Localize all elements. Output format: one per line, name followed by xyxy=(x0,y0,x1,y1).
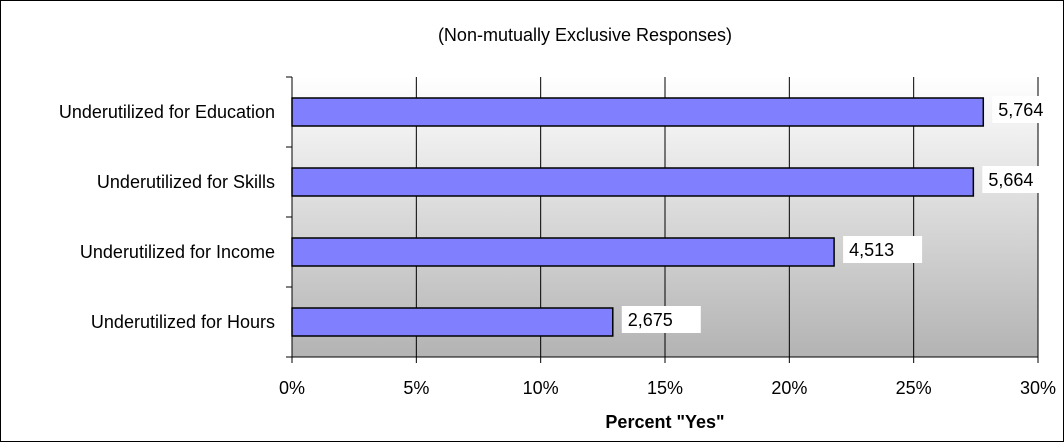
x-tick-label: 25% xyxy=(896,378,932,398)
axes xyxy=(286,76,1039,363)
data-label: 5,664 xyxy=(988,170,1033,190)
bars xyxy=(291,97,985,337)
bar xyxy=(291,167,975,197)
x-tick-label: 10% xyxy=(523,378,559,398)
chart-title: (Non-mutually Exclusive Responses) xyxy=(438,25,732,45)
bar xyxy=(291,237,835,267)
labels: 0% 5% 10% 15% 20% 25% 30% Underutilized for Edu… xyxy=(59,96,1064,398)
x-tick-label: 20% xyxy=(771,378,807,398)
data-label: 4,513 xyxy=(849,240,894,260)
bar xyxy=(291,307,614,337)
category-label: Underutilized for Skills xyxy=(97,172,275,192)
data-label: 2,675 xyxy=(628,310,673,330)
category-label: Underutilized for Education xyxy=(59,102,275,122)
data-label-box xyxy=(992,96,1064,123)
bar xyxy=(291,97,985,127)
data-label-box xyxy=(621,306,701,333)
category-label: Underutilized for Income xyxy=(80,242,275,262)
data-label: 5,764 xyxy=(998,100,1043,120)
x-tick-label: 15% xyxy=(647,378,683,398)
category-label: Underutilized for Hours xyxy=(91,312,275,332)
x-tick-label: 5% xyxy=(403,378,429,398)
data-label-box xyxy=(843,236,923,263)
x-axis-title: Percent "Yes" xyxy=(605,412,724,432)
data-label-box xyxy=(982,166,1062,193)
x-tick-label: 30% xyxy=(1020,378,1056,398)
x-tick-label: 0% xyxy=(279,378,305,398)
